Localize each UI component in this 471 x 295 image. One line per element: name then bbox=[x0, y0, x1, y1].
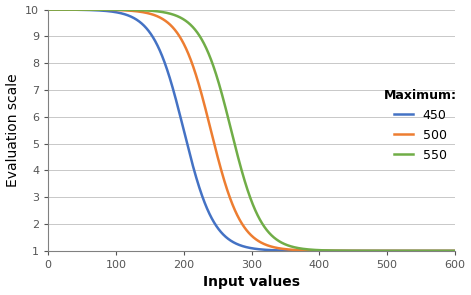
500 bbox=[116, 8, 122, 12]
450 bbox=[116, 11, 122, 14]
450 bbox=[201, 199, 207, 203]
550 bbox=[201, 42, 207, 46]
Line: 450: 450 bbox=[48, 9, 455, 251]
500 bbox=[400, 249, 406, 253]
500 bbox=[92, 8, 97, 12]
500 bbox=[219, 170, 225, 174]
550 bbox=[452, 249, 458, 253]
450 bbox=[219, 231, 225, 235]
550 bbox=[444, 249, 450, 253]
Line: 500: 500 bbox=[48, 9, 455, 251]
550 bbox=[116, 8, 122, 12]
500 bbox=[452, 249, 458, 253]
450 bbox=[444, 249, 450, 253]
500 bbox=[444, 249, 450, 253]
500 bbox=[45, 8, 51, 11]
Line: 550: 550 bbox=[48, 9, 455, 251]
450 bbox=[400, 249, 406, 253]
550 bbox=[219, 92, 225, 95]
450 bbox=[92, 9, 97, 12]
500 bbox=[201, 102, 207, 106]
Legend: 450, 500, 550: 450, 500, 550 bbox=[384, 89, 457, 162]
550 bbox=[45, 8, 51, 11]
550 bbox=[400, 249, 406, 253]
X-axis label: Input values: Input values bbox=[203, 276, 300, 289]
Y-axis label: Evaluation scale: Evaluation scale bbox=[6, 73, 20, 187]
450 bbox=[45, 8, 51, 11]
450 bbox=[452, 249, 458, 253]
550 bbox=[92, 8, 97, 11]
